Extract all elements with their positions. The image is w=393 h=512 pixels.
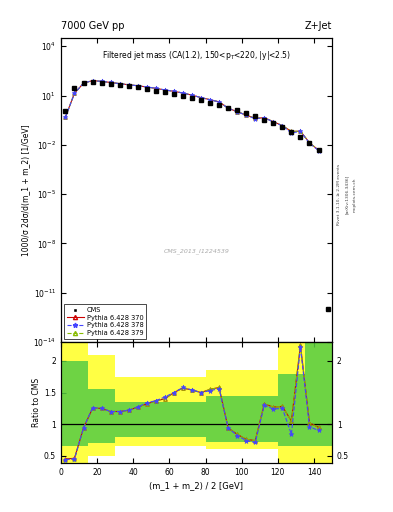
Text: [arXiv:1306.3436]: [arXiv:1306.3436] [345,175,349,214]
Text: Filtered jet mass (CA(1.2), 150<p$_T$<220, |y|<2.5): Filtered jet mass (CA(1.2), 150<p$_T$<22… [102,49,291,62]
Legend: CMS, Pythia 6.428 370, Pythia 6.428 378, Pythia 6.428 379: CMS, Pythia 6.428 370, Pythia 6.428 378,… [64,304,146,338]
X-axis label: (m_1 + m_2) / 2 [GeV]: (m_1 + m_2) / 2 [GeV] [149,481,244,490]
Text: mcplots.cern.ch: mcplots.cern.ch [353,177,357,212]
Text: 7000 GeV pp: 7000 GeV pp [61,21,125,31]
Y-axis label: 1000/σ 2dσ/d(m_1 + m_2) [1/GeV]: 1000/σ 2dσ/d(m_1 + m_2) [1/GeV] [22,124,31,256]
Text: Rivet 3.1.10, ≥ 2.2M events: Rivet 3.1.10, ≥ 2.2M events [337,164,341,225]
Text: Z+Jet: Z+Jet [305,21,332,31]
Y-axis label: Ratio to CMS: Ratio to CMS [32,378,41,427]
Text: CMS_2013_I1224539: CMS_2013_I1224539 [163,248,230,254]
